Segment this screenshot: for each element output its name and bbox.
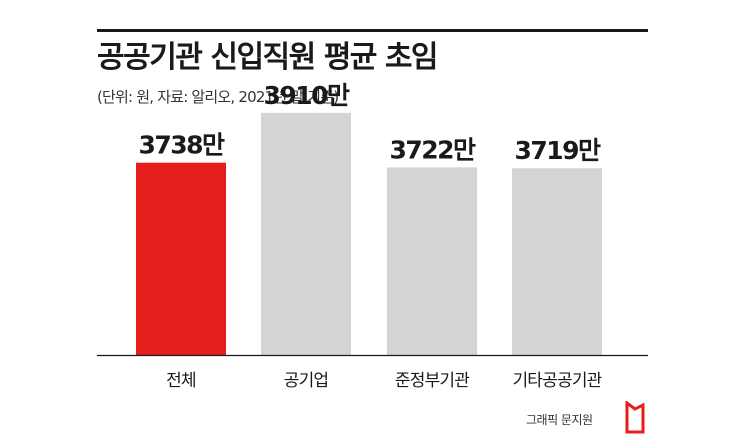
category-label-2: 공기업 [284,371,329,391]
value-label-3: 3722만 [389,135,476,164]
category-label-1: 전체 [166,371,196,391]
bar-2 [261,112,351,355]
chart-subtitle: (단위: 원, 자료: 알리오, 2021년 말 기준) [97,88,339,106]
value-label-4: 3719만 [514,136,601,165]
category-label-3: 준정부기관 [395,371,469,391]
bar-4 [512,168,602,355]
publisher-logo [625,401,645,434]
top-rule [97,29,648,32]
value-label-1: 3738만 [138,131,225,160]
graphic-credit: 그래픽 문지원 [526,413,593,427]
value-label-2: 3910만 [263,81,350,110]
bar-1 [136,162,226,355]
bar-3 [387,167,477,355]
category-label-4: 기타공공기관 [512,371,601,391]
chart-title: 공공기관 신입직원 평균 초임 [97,40,439,75]
